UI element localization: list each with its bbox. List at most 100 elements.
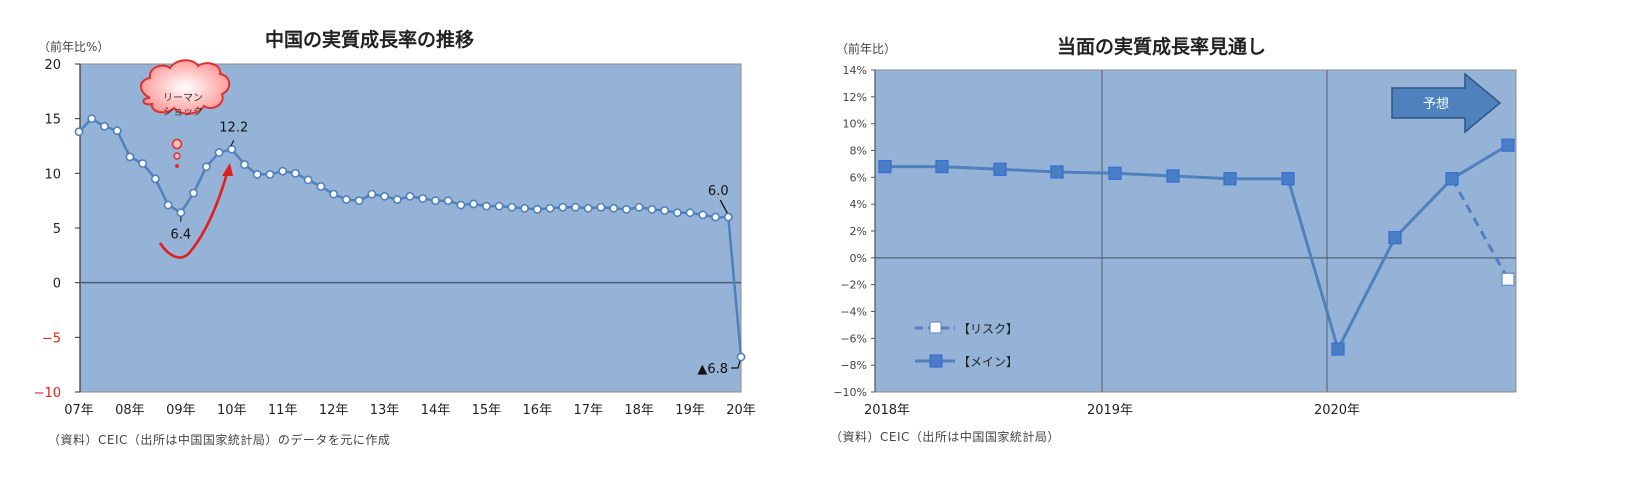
data-point-marker [431,196,440,206]
main-data-marker [935,159,949,174]
main-data-marker [1223,172,1237,186]
main-data-marker [1445,172,1459,186]
main-series-line [885,143,1509,354]
data-point-marker [520,203,529,213]
x-tick-label: 2019年 [1087,403,1133,418]
data-point-marker [138,159,148,168]
arrow-head-icon [222,163,233,176]
data-point-marker [176,208,186,218]
data-point-marker [494,201,504,211]
data-point-marker [100,121,109,131]
chart-title: 中国の実質成長率の推移 [265,29,475,51]
data-point-marker [736,352,746,362]
data-point-marker [278,166,288,176]
main-data-marker [878,159,892,174]
risk-series-line [1450,177,1510,281]
cloud-shape [140,59,231,115]
data-point-marker [87,114,97,124]
data-point-marker [240,160,249,169]
main-data-marker [1166,169,1180,183]
x-tick-label: 08年 [115,403,145,418]
data-point-marker [660,206,670,215]
data-point-marker [329,189,339,199]
data-point-marker [507,202,517,212]
main-data-marker [993,162,1007,176]
x-tick-label: 12年 [319,403,349,418]
leader-line [230,140,235,147]
x-tick-label: 11年 [268,403,298,418]
data-point-marker [316,182,326,191]
main-data-marker [1108,166,1122,180]
y-tick-label: −10 [34,386,61,401]
data-point-marker [711,212,720,222]
data-point-marker [214,148,224,157]
plot-area [874,69,1517,393]
bubble-dot-small [175,164,179,168]
data-point-marker [163,200,173,210]
data-point-marker [443,196,453,206]
data-point-marker [672,208,682,218]
data-point-marker [252,170,262,179]
chart-title: 当面の実質成長率見通し [1057,36,1267,58]
y-tick-label: −4% [840,306,867,319]
main-data-marker [1388,231,1402,245]
block-arrow-icon [1391,72,1502,134]
risk-data-marker [1501,272,1515,286]
bubble-dot-medium [173,152,181,160]
data-point-marker [723,212,733,222]
line-chart-plot: 14% 12% 10% 8% 6% 4% 2% 0% −2% −4% −6% −8% −10% 2018年… [833,64,1517,418]
data-point-marker [545,203,555,213]
leader-line [719,199,728,214]
y-tick-label: 10% [843,118,867,131]
main-data-marker [1281,172,1295,186]
y-tick-label: 12% [843,91,867,104]
data-point-marker [609,203,619,213]
x-tick-label: 19年 [675,403,705,418]
plot-area [79,63,742,393]
x-tick-label: 17年 [573,403,603,418]
x-tick-label: 2018年 [864,403,910,418]
data-label-low: 6.4 [171,228,192,243]
y-tick-label: 5 [53,222,61,237]
forecast-arrow-annotation: 予想 [1391,72,1502,134]
data-label-last-positive: 6.0 [708,184,729,199]
y-axis-unit-label: （前年比） [836,42,897,56]
main-data-marker [1501,138,1515,152]
data-label-high: 12.2 [219,120,248,135]
data-point-marker [291,168,300,178]
legend-risk-label: 【リスク】 [958,322,1018,336]
x-tick-label: 15年 [472,403,502,418]
y-tick-label: −2% [840,279,867,292]
y-tick-label: −8% [840,359,867,372]
data-point-marker [532,205,542,214]
data-point-marker [418,194,428,203]
recovery-curved-arrow [158,169,230,259]
y-tick-label: −5 [42,331,61,346]
x-tick-label: 18年 [624,403,654,418]
bubble-text-line2: ショック [163,106,203,118]
data-point-marker [265,170,275,179]
data-point-marker [685,208,695,218]
data-point-marker [634,202,644,212]
data-label-last-negative: ▲6.8 [697,362,728,377]
y-tick-label: 15 [44,113,61,128]
forecast-label: 予想 [1423,96,1449,112]
x-tick-label: 2020年 [1314,403,1360,418]
y-tick-label: 2% [850,225,867,238]
y-tick-label: −6% [840,332,867,345]
data-point-marker [481,201,491,211]
data-point-marker [354,196,364,206]
y-axis-unit-label: （前年比%） [38,40,110,54]
data-point-marker [380,191,389,201]
x-tick-label: 14年 [421,403,451,418]
data-point-marker [227,144,237,154]
y-tick-label: 6% [850,171,867,184]
data-point-marker [74,127,84,137]
y-tick-label: 8% [850,145,867,158]
data-point-marker [647,205,657,214]
y-tick-label: 0 [53,277,61,292]
data-point-marker [112,126,122,136]
main-data-marker [1050,165,1064,179]
x-tick-label: 20年 [726,403,756,418]
